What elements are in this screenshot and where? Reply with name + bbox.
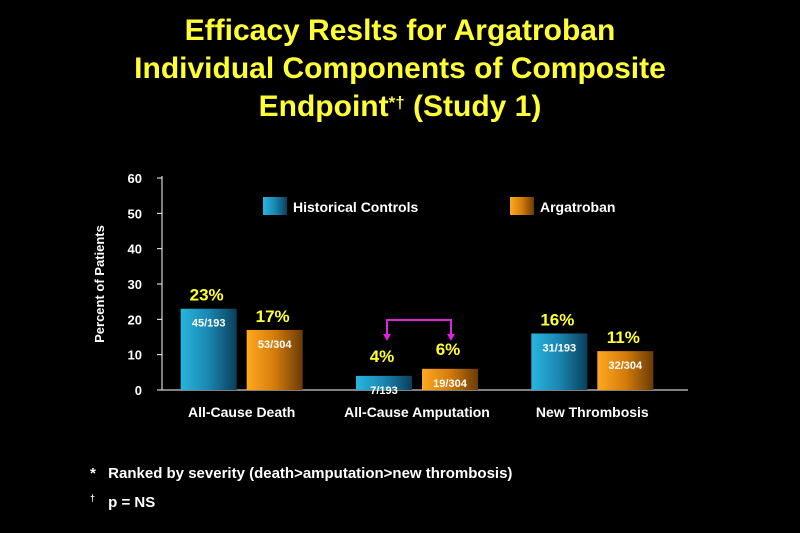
title-line-1: Efficacy Reslts for Argatroban (184, 14, 616, 47)
footnote-2-text: p = NS (108, 494, 156, 511)
x-category-label: All-Cause Death (188, 404, 295, 420)
bars: 45/193 23% 53/304 17% 7/193 4% 19/304 6% 31/193 1… (180, 286, 654, 397)
footnote-2: † p = NS (90, 486, 512, 515)
x-category-label: All-Cause Amputation (344, 404, 490, 420)
bar-value-label: 11% (607, 328, 640, 347)
footnotes: * Ranked by severity (death>amputation>n… (90, 462, 512, 515)
footnote-2-mark: † (90, 493, 96, 503)
x-category-label: New Thrombosis (536, 404, 649, 420)
legend-swatch (263, 197, 287, 215)
bar-argatroban (597, 351, 654, 390)
bracket-arrow-right (447, 334, 455, 341)
bar-count-label: 7/193 (370, 385, 398, 397)
y-tick-label: 40 (128, 242, 142, 257)
title-line-2: Individual Components of Composite (134, 52, 666, 85)
bar-value-label: 4% (370, 347, 395, 366)
y-tick-label: 60 (128, 171, 142, 186)
y-tick-label: 10 (128, 348, 142, 363)
legend: Historical Controls Argatroban (263, 197, 615, 215)
bar-value-label: 16% (540, 310, 574, 329)
bar-count-label: 32/304 (609, 360, 644, 372)
y-axis-label: Percent of Patients (92, 225, 107, 343)
legend-label: Historical Controls (293, 199, 418, 215)
footnote-1: * Ranked by severity (death>amputation>n… (90, 462, 512, 486)
bar-count-label: 53/304 (258, 339, 293, 351)
bar-count-label: 31/193 (543, 342, 577, 354)
bar-value-label: 6% (436, 340, 461, 359)
axes: 0 10 20 30 40 50 60 Percent of Patients All-Caus… (92, 171, 688, 420)
title-footnote-marks: *† (388, 93, 405, 112)
legend-label: Argatroban (540, 199, 615, 215)
chart-title: Efficacy Reslts for Argatroban Individua… (0, 12, 800, 126)
bar-count-label: 45/193 (192, 318, 226, 330)
bar-historical-controls (531, 333, 588, 390)
bracket-arrow-left (383, 334, 391, 341)
bar-argatroban (246, 329, 303, 390)
annotation-bracket (383, 319, 455, 341)
bar-count-label: 19/304 (433, 378, 468, 390)
bar-argatroban (422, 368, 478, 390)
title-line-3: Endpoint*† (Study 1) (258, 90, 542, 123)
bar-value-label: 23% (190, 286, 224, 305)
footnote-1-text: Ranked by severity (death>amputation>new… (108, 465, 513, 482)
y-tick-label: 20 (128, 312, 142, 327)
bar-historical-controls (180, 308, 237, 390)
legend-swatch (510, 197, 534, 215)
y-tick-label: 30 (128, 277, 142, 292)
y-tick-label: 0 (135, 383, 142, 398)
footnote-1-mark: * (90, 465, 96, 482)
bar-historical-controls (356, 375, 412, 390)
y-tick-label: 50 (128, 206, 142, 221)
bracket-line (386, 319, 452, 338)
bar-value-label: 17% (256, 307, 290, 326)
